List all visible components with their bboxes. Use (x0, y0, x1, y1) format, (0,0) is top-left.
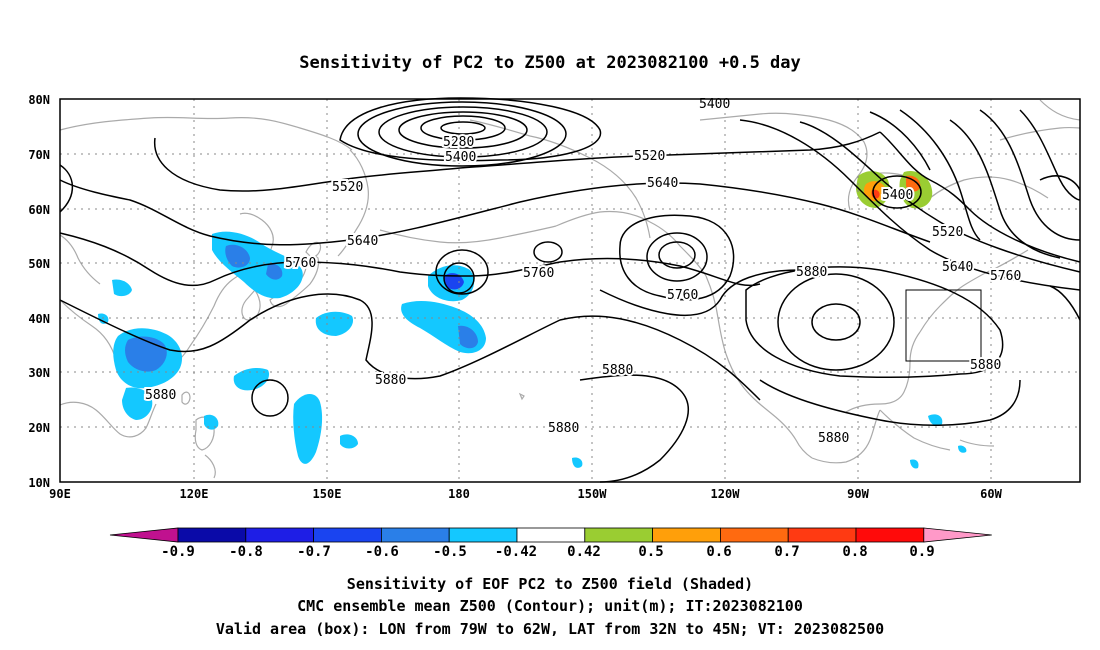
caption-line-2: CMC ensemble mean Z500 (Contour); unit(m… (297, 597, 803, 615)
colorbar-swatches (109, 527, 992, 543)
colorbar-swatch (787, 527, 857, 543)
colorbar-swatch (516, 527, 586, 543)
colorbar-label: 0.42 (567, 544, 601, 560)
lat-label: 40N (28, 312, 50, 326)
lon-label: 150W (578, 487, 608, 501)
contour-label: 5640 (647, 176, 678, 191)
contour-label: 5880 (970, 358, 1001, 373)
colorbar-swatch (584, 527, 653, 543)
negative-patch (266, 263, 283, 280)
negative-patch (340, 434, 358, 449)
colorbar-label: -0.8 (229, 544, 263, 560)
contour-label: 5400 (445, 150, 476, 165)
colorbar: -0.9 -0.8 -0.7 -0.6 -0.5 -0.42 0.42 0.5 … (109, 527, 992, 560)
contour-label: 5520 (634, 149, 665, 164)
lat-label: 30N (28, 366, 50, 380)
lat-label: 20N (28, 421, 50, 435)
negative-patch (572, 457, 583, 468)
contour-label: 5280 (443, 135, 474, 150)
contour-label: 5880 (145, 388, 176, 403)
colorbar-label: 0.9 (909, 544, 934, 560)
contour-label: 5640 (347, 234, 378, 249)
colorbar-labels: -0.9 -0.8 -0.7 -0.6 -0.5 -0.42 0.42 0.5 … (161, 544, 935, 560)
sensitivity-shading (98, 170, 967, 469)
colorbar-swatch (855, 527, 925, 543)
contour-label: 5880 (548, 421, 579, 436)
longitude-labels: 90E 120E 150E 180 150W 120W 90W 60W (49, 487, 1002, 501)
lon-label: 150E (313, 487, 342, 501)
colorbar-label: -0.5 (433, 544, 467, 560)
colorbar-swatch (448, 527, 518, 543)
colorbar-swatch (380, 527, 450, 543)
contour-label: 5760 (285, 256, 316, 271)
negative-patch (458, 325, 478, 349)
colorbar-label: -0.9 (161, 544, 195, 560)
colorbar-label: 0.8 (842, 544, 867, 560)
map-border (59, 98, 1081, 483)
colorbar-swatch (109, 527, 179, 543)
colorbar-swatch (177, 527, 247, 543)
contour-label: 5880 (796, 265, 827, 280)
colorbar-swatch (245, 527, 315, 543)
colorbar-swatch (720, 527, 789, 543)
positive-patch (906, 175, 921, 192)
negative-patch (204, 414, 219, 430)
contour-label: 5880 (602, 363, 633, 378)
contour-label: 5760 (667, 288, 698, 303)
lon-label: 120W (711, 487, 741, 501)
negative-patch (225, 244, 250, 268)
negative-patch (122, 387, 153, 420)
contour-label: 5760 (990, 269, 1021, 284)
lat-label: 60N (28, 203, 50, 217)
negative-patch (98, 313, 109, 324)
lat-label: 50N (28, 257, 50, 271)
z500-contours (59, 97, 1081, 483)
negative-patch (293, 393, 323, 464)
lon-label: 120E (180, 487, 209, 501)
caption-line-1: Sensitivity of EOF PC2 to Z500 field (Sh… (347, 575, 753, 593)
negative-patch (910, 459, 919, 469)
colorbar-label: -0.6 (365, 544, 399, 560)
lon-label: 60W (980, 487, 1002, 501)
contour-label: 5400 (882, 188, 913, 203)
contour-label: 5760 (523, 266, 554, 281)
lon-label: 90E (49, 487, 71, 501)
colorbar-label: -0.7 (297, 544, 331, 560)
caption-line-3: Valid area (box): LON from 79W to 62W, L… (216, 620, 884, 638)
lon-label: 90W (847, 487, 869, 501)
lat-label: 80N (28, 93, 50, 107)
negative-patch (444, 273, 464, 290)
latitude-labels: 80N 70N 60N 50N 40N 30N 20N 10N (28, 93, 50, 490)
negative-patch (112, 279, 132, 297)
map-title: Sensitivity of PC2 to Z500 at 2023082100… (299, 53, 801, 73)
map-area: 5400 5280 5400 5520 5520 5640 5640 5760 … (59, 95, 1081, 483)
lat-label: 70N (28, 148, 50, 162)
colorbar-label: 0.7 (774, 544, 799, 560)
contour-label: 5520 (932, 225, 963, 240)
lat-label: 10N (28, 476, 50, 490)
colorbar-swatch (923, 527, 992, 543)
graticule (60, 99, 1080, 482)
contour-label: 5880 (375, 373, 406, 388)
colorbar-swatch (652, 527, 721, 543)
negative-patch (233, 368, 270, 391)
negative-patch (315, 311, 354, 336)
contour-label: 5880 (818, 431, 849, 446)
colorbar-label: -0.42 (495, 544, 537, 560)
negative-patch (958, 445, 967, 453)
contour-label: 5640 (942, 260, 973, 275)
contour-label: 5520 (332, 180, 363, 195)
colorbar-label: 0.6 (706, 544, 731, 560)
valid-area-box (905, 289, 982, 362)
lon-label: 180 (448, 487, 470, 501)
colorbar-swatch (313, 527, 382, 543)
colorbar-label: 0.5 (638, 544, 663, 560)
negative-patch (928, 414, 943, 426)
